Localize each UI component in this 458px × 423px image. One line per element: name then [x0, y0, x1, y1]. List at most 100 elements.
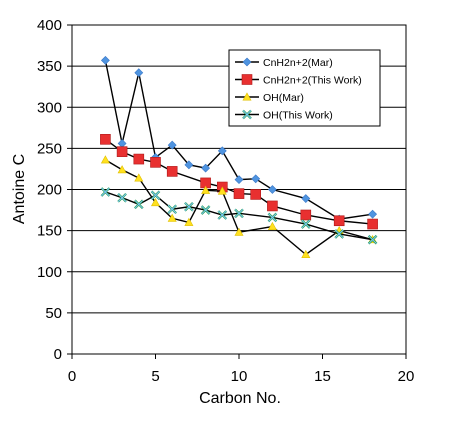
- legend-label: OH(Mar): [263, 92, 304, 104]
- y-tick-label: 150: [37, 223, 62, 240]
- data-point: [267, 212, 278, 223]
- legend-item: OH(Mar): [235, 92, 304, 104]
- legend-item: OH(This Work): [235, 110, 333, 122]
- data-point: [217, 186, 227, 195]
- data-point: [116, 146, 128, 157]
- x-tick-label: 0: [68, 368, 76, 385]
- data-point: [267, 185, 277, 194]
- data-point: [301, 194, 311, 203]
- data-point: [234, 175, 244, 185]
- data-point: [301, 219, 311, 229]
- y-tick-label: 250: [37, 140, 62, 157]
- marker-stroke: [234, 208, 244, 218]
- data-point: [267, 221, 277, 231]
- marker-stroke: [134, 199, 144, 209]
- legend: CnH2n+2(Mar) CnH2n+2(This Work) OH(Mar) OH(…: [228, 49, 381, 127]
- marker-stroke: [151, 190, 160, 200]
- marker-stroke: [368, 235, 377, 245]
- y-tick-label: 200: [37, 182, 62, 199]
- x-axis-title: Carbon No.: [199, 390, 281, 407]
- data-point: [117, 165, 127, 174]
- legend-label: CnH2n+2(This Work): [263, 75, 362, 87]
- marker-stroke: [217, 210, 227, 220]
- plot-frame: [71, 24, 407, 355]
- data-point: [201, 185, 211, 194]
- data-point: [334, 229, 344, 239]
- series-0: [100, 55, 378, 224]
- data-point: [134, 199, 144, 210]
- tick-labels: 0 50 100 150 200 250 300 350 400 0 5 10 15 20: [37, 17, 414, 385]
- data-point: [234, 227, 244, 236]
- series-2: [100, 155, 378, 258]
- marker-stroke: [184, 202, 194, 212]
- data-point: [167, 204, 177, 215]
- marker-stroke: [242, 110, 252, 119]
- data-point: [300, 209, 312, 221]
- x-tick-label: 10: [231, 368, 248, 385]
- data-point: [234, 208, 244, 219]
- series-3: [100, 187, 378, 245]
- data-point: [184, 217, 194, 226]
- data-point: [301, 249, 311, 258]
- data-point: [133, 153, 145, 165]
- marker-stroke: [167, 204, 177, 214]
- y-tick-label: 350: [37, 58, 62, 75]
- data-point: [100, 187, 111, 197]
- data-point: [367, 234, 378, 245]
- y-tick-label: 300: [37, 99, 62, 116]
- data-point: [166, 166, 178, 177]
- legend-marker: [242, 57, 252, 67]
- data-point: [267, 200, 278, 212]
- data-point: [250, 189, 261, 200]
- data-point: [217, 210, 228, 220]
- series-line: [104, 60, 373, 220]
- data-point: [117, 192, 127, 203]
- data-point: [150, 198, 161, 207]
- legend-marker: [242, 109, 252, 120]
- data-point: [167, 213, 177, 222]
- data-point: [100, 155, 110, 164]
- marker-stroke: [117, 193, 127, 203]
- data-point: [201, 163, 211, 173]
- data-point: [251, 174, 261, 184]
- data-point: [167, 140, 177, 150]
- marker-stroke: [201, 205, 210, 215]
- legend-marker: [241, 74, 253, 85]
- marker-stroke: [334, 229, 344, 239]
- data-point: [134, 173, 144, 182]
- data-point: [100, 55, 110, 65]
- data-point: [367, 218, 378, 230]
- legend-item: CnH2n+2(This Work): [235, 74, 362, 87]
- data-point: [184, 160, 194, 170]
- legend-marker: [242, 92, 252, 101]
- data-point: [134, 68, 144, 78]
- axes: [67, 24, 407, 359]
- data-point: [117, 139, 127, 148]
- marker-stroke: [101, 187, 110, 197]
- series-line: [105, 159, 373, 256]
- data-point: [150, 190, 161, 201]
- data-point: [233, 188, 245, 199]
- data-point: [217, 146, 227, 156]
- legend-item: CnH2n+2(Mar): [235, 57, 333, 69]
- data-point: [184, 201, 194, 212]
- series-layer: [100, 55, 378, 258]
- y-axis-title: Antoine C: [11, 154, 28, 224]
- x-tick-label: 15: [314, 368, 331, 385]
- data-point: [333, 215, 345, 227]
- y-tick-label: 400: [37, 17, 62, 34]
- data-point: [200, 205, 211, 215]
- data-point: [150, 157, 161, 168]
- x-tick-label: 5: [151, 368, 159, 385]
- legend-label: CnH2n+2(Mar): [263, 57, 333, 69]
- y-tick-label: 0: [54, 346, 62, 363]
- marker-stroke: [268, 213, 277, 222]
- x-tick-label: 20: [398, 368, 415, 385]
- legend-label: OH(This Work): [263, 110, 333, 122]
- y-tick-label: 100: [37, 264, 62, 281]
- y-tick-label: 50: [45, 305, 62, 322]
- data-point: [368, 209, 378, 219]
- data-point: [100, 134, 111, 145]
